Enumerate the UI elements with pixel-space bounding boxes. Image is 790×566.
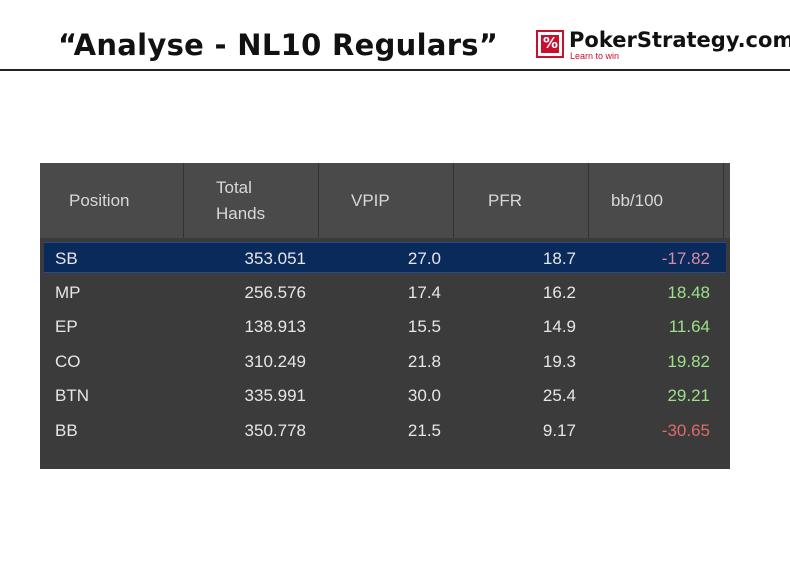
header-pfr[interactable]: PFR [454, 163, 589, 238]
cell-total-hands: 310.249 [244, 351, 306, 371]
cell-vpip: 27.0 [407, 249, 441, 268]
stats-table: Position Total Hands VPIP PFR bb/100 SB 35… [40, 163, 730, 469]
table-header: Position Total Hands VPIP PFR bb/100 [40, 163, 730, 238]
logo-tagline: Learn to win [570, 51, 620, 61]
cell-bb100: 19.82 [667, 351, 710, 371]
cell-vpip: 21.8 [407, 351, 441, 371]
cell-bb100: -17.82 [661, 249, 710, 268]
header-bb100[interactable]: bb/100 [589, 163, 724, 238]
cell-total-hands: 350.778 [244, 420, 306, 440]
cell-position: SB [55, 249, 78, 268]
cell-position: BTN [55, 386, 89, 405]
table-row[interactable]: EP 138.913 15.5 14.9 11.64 [44, 311, 726, 342]
cell-vpip: 21.5 [407, 420, 441, 440]
cell-pfr: 14.9 [542, 317, 576, 336]
logo-name: PokerStrategy.com [569, 28, 790, 52]
header-total-hands[interactable]: Total Hands [184, 163, 319, 238]
table-row[interactable]: BB 350.778 21.5 9.17 -30.65 [44, 415, 726, 446]
cell-position: EP [55, 317, 78, 336]
header-position[interactable]: Position [40, 163, 184, 238]
cell-pfr: 25.4 [542, 386, 576, 405]
cell-vpip: 15.5 [407, 317, 441, 336]
slide-title: “Analyse - NL10 Regulars” [58, 28, 499, 62]
cell-bb100: 11.64 [668, 317, 710, 336]
cell-total-hands: 256.576 [244, 282, 306, 302]
pokerstrategy-logo: % PokerStrategy.com Learn to win [536, 28, 790, 62]
cell-bb100: 29.21 [667, 386, 710, 405]
cell-pfr: 16.2 [542, 282, 576, 302]
table-row[interactable]: CO 310.249 21.8 19.3 19.82 [44, 346, 726, 377]
cell-position: MP [55, 282, 81, 302]
table-row[interactable]: BTN 335.991 30.0 25.4 29.21 [44, 380, 726, 411]
cell-pfr: 18.7 [542, 249, 576, 268]
logo-mark-icon: % [536, 30, 564, 58]
header-vpip[interactable]: VPIP [319, 163, 454, 238]
cell-total-hands: 335.991 [244, 386, 306, 405]
cell-total-hands: 138.913 [244, 317, 306, 336]
table-row[interactable]: MP 256.576 17.4 16.2 18.48 [44, 277, 726, 308]
table-row[interactable]: SB 353.051 27.0 18.7 -17.82 [44, 242, 726, 273]
cell-position: BB [55, 420, 78, 440]
cell-total-hands: 353.051 [244, 249, 306, 268]
cell-vpip: 17.4 [407, 282, 441, 302]
title-divider [0, 69, 790, 71]
cell-position: CO [55, 351, 81, 371]
cell-bb100: 18.48 [667, 282, 710, 302]
cell-bb100: -30.65 [661, 420, 710, 440]
cell-vpip: 30.0 [407, 386, 441, 405]
cell-pfr: 19.3 [542, 351, 576, 371]
cell-pfr: 9.17 [542, 420, 576, 440]
